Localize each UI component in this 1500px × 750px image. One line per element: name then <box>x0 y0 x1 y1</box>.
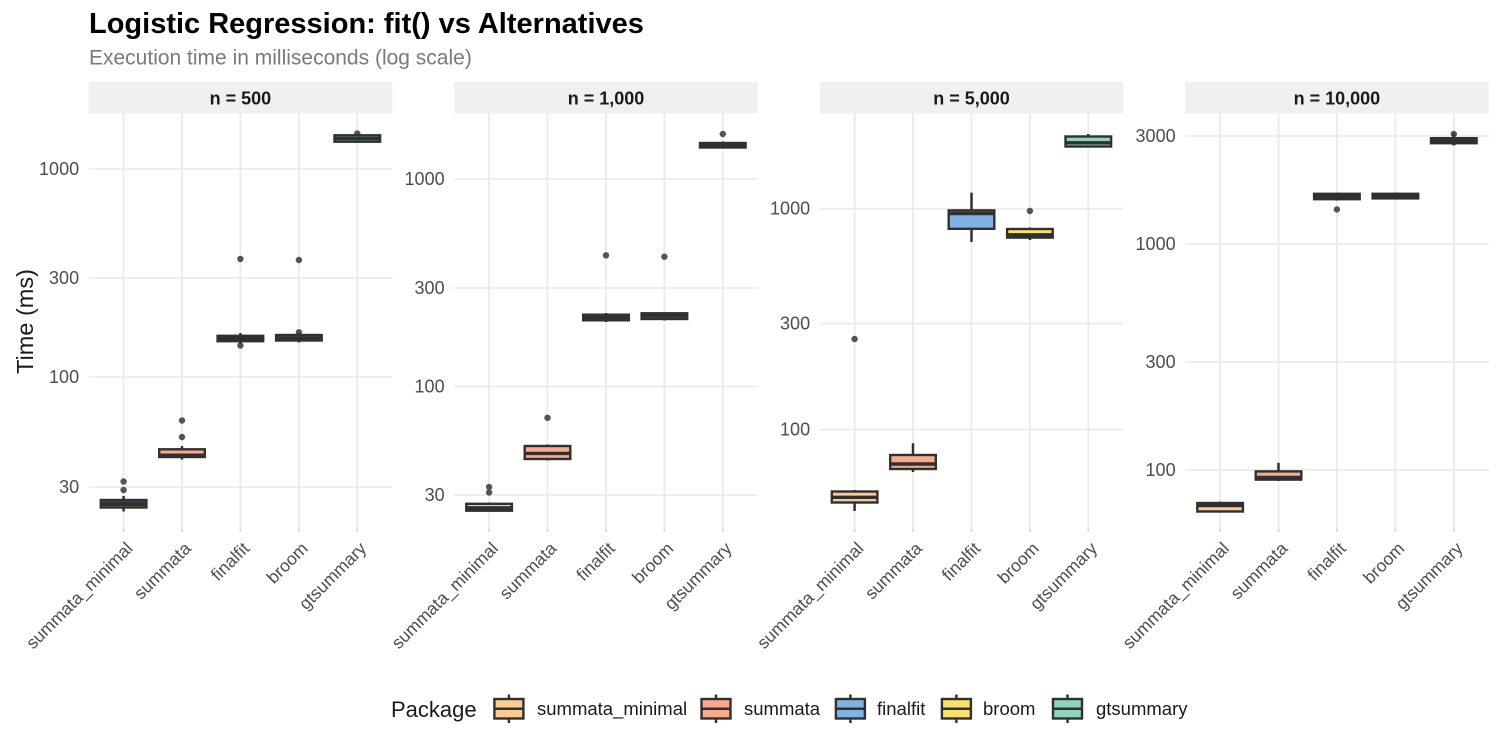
svg-text:n = 1,000: n = 1,000 <box>568 88 645 108</box>
svg-text:300: 300 <box>49 268 79 288</box>
svg-text:n = 5,000: n = 5,000 <box>933 88 1010 108</box>
svg-text:100: 100 <box>780 420 810 440</box>
svg-text:gtsummary: gtsummary <box>1096 698 1188 719</box>
svg-text:broom: broom <box>983 698 1035 719</box>
svg-text:300: 300 <box>415 278 445 298</box>
svg-text:30: 30 <box>59 477 79 497</box>
svg-text:n = 10,000: n = 10,000 <box>1294 88 1381 108</box>
svg-text:300: 300 <box>780 314 810 334</box>
svg-text:100: 100 <box>1146 460 1176 480</box>
svg-text:100: 100 <box>49 367 79 387</box>
svg-text:Time (ms): Time (ms) <box>12 269 38 374</box>
svg-text:summata: summata <box>744 698 821 719</box>
svg-text:300: 300 <box>1146 352 1176 372</box>
svg-text:finalfit: finalfit <box>877 698 925 719</box>
svg-text:n = 500: n = 500 <box>210 88 272 108</box>
svg-text:1000: 1000 <box>39 159 79 179</box>
svg-text:1000: 1000 <box>1136 234 1176 254</box>
svg-text:Package: Package <box>391 697 477 722</box>
svg-text:30: 30 <box>425 485 445 505</box>
svg-text:summata_minimal: summata_minimal <box>537 698 687 720</box>
svg-text:1000: 1000 <box>405 169 445 189</box>
svg-text:Logistic Regression: fit() vs: Logistic Regression: fit() vs Alternativ… <box>89 8 644 40</box>
svg-text:3000: 3000 <box>1136 126 1176 146</box>
svg-text:Execution time in milliseconds: Execution time in milliseconds (log scal… <box>89 47 472 70</box>
svg-text:100: 100 <box>415 377 445 397</box>
svg-text:1000: 1000 <box>770 199 810 219</box>
